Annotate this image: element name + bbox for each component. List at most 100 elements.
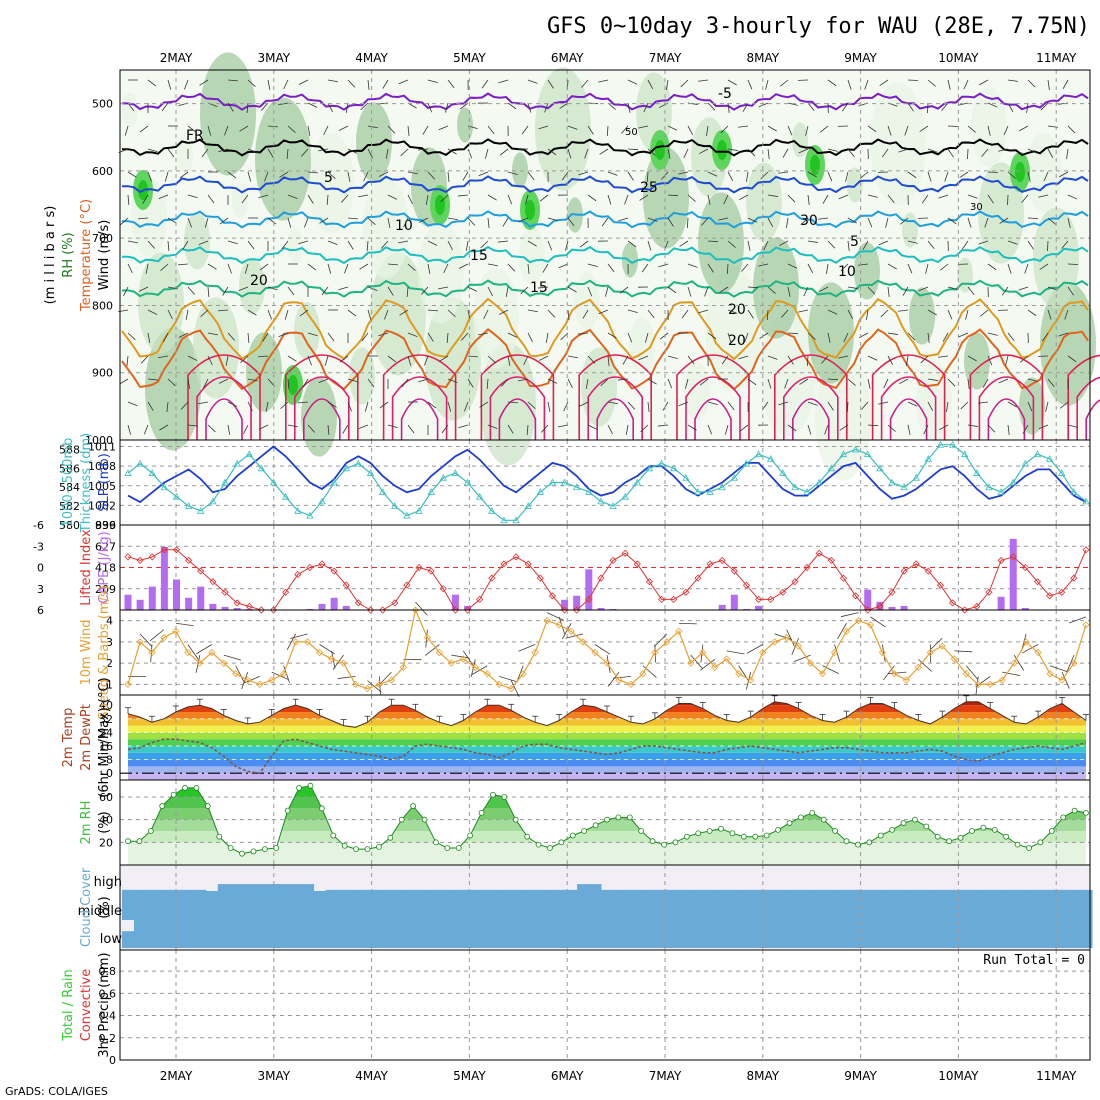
- wind-barb: [1066, 654, 1075, 672]
- cloud-cell: [996, 891, 1009, 920]
- wind-barb: [958, 332, 969, 338]
- wind-barb: [887, 424, 896, 432]
- wind-speed-point: [363, 685, 372, 693]
- li-point: [366, 606, 375, 614]
- cloud-cell: [541, 889, 554, 891]
- wind-barb: [175, 622, 194, 627]
- wind-barb: [367, 309, 372, 320]
- wind-barb: [458, 263, 469, 269]
- cloud-cell: [924, 891, 937, 920]
- wind-barb: [196, 644, 213, 655]
- rh-high-core: [717, 140, 727, 160]
- wind-barb: [525, 194, 529, 205]
- wind-barb: [247, 378, 258, 382]
- wind-barb: [561, 171, 569, 181]
- cloud-cell: [912, 889, 925, 891]
- wind-barb: [307, 125, 311, 136]
- wind-barb: [418, 378, 429, 383]
- wind-barb: [698, 309, 709, 314]
- cloud-cell: [876, 920, 889, 948]
- rh-shade: [473, 267, 519, 369]
- cloud-cell: [193, 920, 207, 948]
- cloud-cell: [744, 920, 758, 948]
- isotherm-line: [122, 175, 1089, 194]
- wind-speed-point: [483, 670, 491, 678]
- wind-barb: [987, 125, 991, 136]
- wind-barb: [787, 194, 796, 203]
- wind-speed-point: [304, 638, 312, 646]
- wind-speed-point: [136, 638, 144, 646]
- panel-cross-section: -5FR510152025305101520205030500600700800…: [85, 52, 1100, 481]
- precip-tick-label: 0: [109, 1054, 116, 1067]
- wind-barb: [262, 332, 269, 342]
- top-day-label: 5MAY: [453, 51, 486, 65]
- wind-barb: [304, 217, 309, 228]
- li-point: [718, 556, 726, 564]
- top-day-label: 8MAY: [746, 51, 779, 65]
- thickness-point: [378, 488, 387, 495]
- rh-point: [820, 816, 827, 823]
- thickness-point: [136, 459, 144, 467]
- wind-barb: [667, 148, 671, 159]
- wind-barb: [527, 309, 538, 313]
- wind-barb: [547, 309, 556, 318]
- li-point: [924, 567, 932, 575]
- isotherm-label: 5: [850, 234, 859, 250]
- rh-point: [261, 846, 268, 853]
- wind-barb: [627, 240, 637, 248]
- wind-barb: [581, 79, 589, 88]
- wind-barb: [707, 424, 713, 435]
- wind-barb: [385, 148, 389, 159]
- wind-barb: [619, 286, 629, 294]
- cape-bar: [900, 605, 908, 610]
- wind-barb: [867, 125, 877, 133]
- top-day-label: 2MAY: [160, 51, 193, 65]
- wind-barb: [337, 675, 356, 679]
- wind-barb: [767, 194, 778, 197]
- cloud-cell: [708, 920, 722, 948]
- li-point: [803, 563, 811, 572]
- wind-barb: [307, 263, 317, 271]
- thickness-point: [985, 483, 993, 491]
- rh-point: [718, 825, 724, 832]
- thickness-point: [257, 464, 266, 472]
- rh-shade: [1040, 282, 1096, 406]
- rh-point: [740, 833, 747, 840]
- wind-barb: [607, 263, 615, 273]
- cloud-cell: [660, 920, 674, 948]
- cloud-cell: [984, 920, 997, 948]
- wind-speed-point: [866, 621, 875, 629]
- wind-barb: [667, 125, 678, 131]
- wind-barb: [487, 263, 498, 267]
- rh-shade: [138, 252, 184, 354]
- cloud-cell: [1020, 891, 1033, 920]
- wind-barb: [967, 355, 977, 362]
- rh-point: [866, 839, 873, 846]
- rh-point: [341, 842, 348, 849]
- wind-speed-point: [531, 648, 539, 657]
- thickness-point: [1021, 459, 1030, 467]
- wind-barb: [527, 263, 530, 274]
- cloud-cell: [864, 889, 877, 891]
- cape-bar: [585, 569, 593, 610]
- cloud-cell: [768, 889, 782, 891]
- wind-barb: [427, 240, 438, 246]
- warm-isotherm-loop: [1076, 376, 1100, 440]
- wind-barb: [147, 171, 152, 182]
- wind-barb: [927, 309, 937, 316]
- wind-barb: [723, 194, 729, 205]
- cloud-cell: [553, 889, 566, 891]
- cloud-cell: [672, 889, 686, 891]
- wind-barb: [387, 194, 398, 200]
- wind-speed-point: [711, 663, 719, 671]
- axis-title: (m i l l i b a r s): [43, 206, 58, 305]
- wind-barb: [947, 148, 954, 158]
- thickness-point: [330, 478, 338, 486]
- wind-barb: [707, 332, 717, 340]
- thickness-point: [1070, 488, 1078, 495]
- rh-point: [912, 816, 918, 823]
- wind-barb: [447, 79, 455, 89]
- wind-barb: [418, 217, 429, 223]
- wind-barb: [327, 263, 332, 274]
- isotherm-label: 5: [324, 170, 333, 186]
